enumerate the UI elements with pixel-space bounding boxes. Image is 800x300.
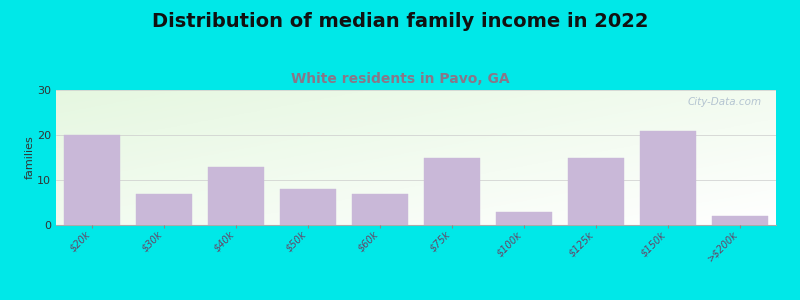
Bar <box>712 216 768 225</box>
Bar <box>424 158 480 225</box>
Text: White residents in Pavo, GA: White residents in Pavo, GA <box>290 72 510 86</box>
Bar <box>352 194 408 225</box>
Y-axis label: families: families <box>24 136 34 179</box>
Text: City-Data.com: City-Data.com <box>687 97 762 107</box>
Bar <box>568 158 624 225</box>
Bar <box>208 167 264 225</box>
Bar <box>64 135 120 225</box>
Bar <box>640 130 696 225</box>
Bar <box>136 194 192 225</box>
Text: Distribution of median family income in 2022: Distribution of median family income in … <box>152 12 648 31</box>
Bar <box>280 189 336 225</box>
Bar <box>496 212 552 225</box>
